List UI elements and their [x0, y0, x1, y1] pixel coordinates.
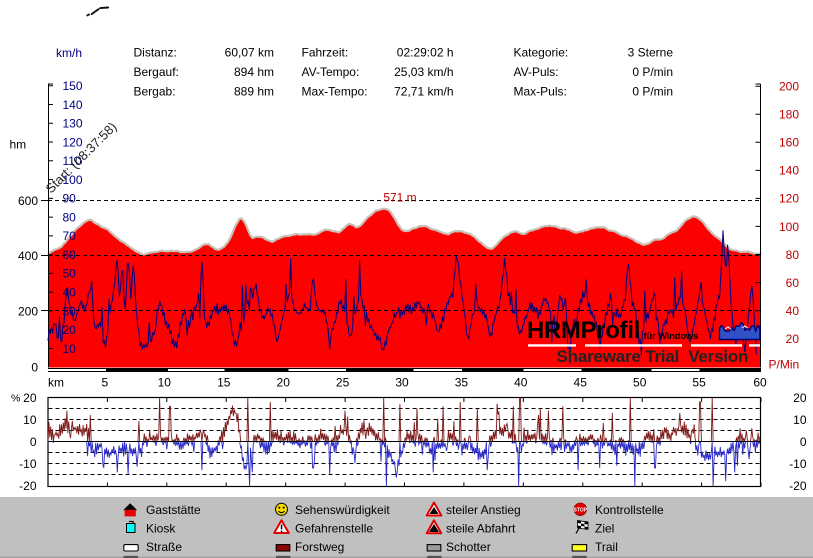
svg-text:50: 50: [633, 376, 647, 390]
svg-text:Kontrollstelle: Kontrollstelle: [595, 503, 664, 517]
svg-text:Max-Tempo:: Max-Tempo:: [302, 85, 368, 99]
svg-text:180: 180: [779, 108, 799, 122]
svg-text:02:29:02 h: 02:29:02 h: [397, 45, 454, 59]
svg-text:AV-Puls:: AV-Puls:: [514, 65, 559, 79]
svg-text:25: 25: [336, 376, 350, 390]
svg-text:AV-Tempo:: AV-Tempo:: [302, 65, 360, 79]
svg-text:600: 600: [18, 194, 38, 208]
svg-text:60: 60: [63, 248, 77, 262]
svg-text:steiler Anstieg: steiler Anstieg: [446, 503, 521, 517]
svg-text:Gaststätte: Gaststätte: [146, 503, 201, 517]
svg-text:120: 120: [63, 135, 83, 149]
svg-text:10: 10: [793, 413, 807, 427]
svg-text:-20: -20: [19, 479, 37, 493]
svg-text:40: 40: [63, 286, 77, 300]
svg-text:45: 45: [574, 376, 588, 390]
svg-text:70: 70: [63, 229, 77, 243]
svg-text:Trail: Trail: [595, 540, 618, 554]
svg-text:Bergab:: Bergab:: [134, 85, 176, 99]
svg-text:90: 90: [63, 192, 77, 206]
svg-text:km/h: km/h: [56, 46, 82, 60]
svg-text:0: 0: [800, 435, 807, 449]
svg-text:20: 20: [277, 376, 291, 390]
svg-text:Kiosk: Kiosk: [146, 521, 176, 535]
svg-text:3 Sterne: 3 Sterne: [628, 45, 674, 59]
svg-text:30: 30: [395, 376, 409, 390]
svg-text:60,07 km: 60,07 km: [225, 45, 274, 59]
svg-text:40: 40: [514, 376, 528, 390]
svg-text:100: 100: [63, 173, 83, 187]
svg-text:10: 10: [158, 376, 172, 390]
svg-text:15: 15: [217, 376, 231, 390]
svg-text:Distanz:: Distanz:: [134, 45, 177, 59]
svg-text:60: 60: [753, 376, 767, 390]
svg-text:571 m: 571 m: [383, 191, 416, 205]
svg-text:100: 100: [779, 220, 799, 234]
svg-text:HRMProfil: HRMProfil: [527, 317, 640, 344]
svg-text:0 P/min: 0 P/min: [632, 65, 673, 79]
svg-text:km: km: [48, 376, 64, 390]
svg-text:0: 0: [31, 360, 38, 374]
svg-text:Gefahrenstelle: Gefahrenstelle: [295, 521, 373, 535]
svg-text:Kategorie:: Kategorie:: [514, 45, 569, 59]
svg-text:Bergauf:: Bergauf:: [134, 65, 179, 79]
svg-text:0: 0: [30, 435, 37, 449]
svg-text:200: 200: [779, 80, 799, 94]
svg-text:140: 140: [63, 98, 83, 112]
svg-text:72,71 km/h: 72,71 km/h: [394, 85, 453, 99]
svg-text:20: 20: [786, 332, 800, 346]
svg-text:25,03 km/h: 25,03 km/h: [394, 65, 453, 79]
svg-text:Sehenswürdigkeit: Sehenswürdigkeit: [295, 503, 390, 517]
svg-text:80: 80: [786, 248, 800, 262]
svg-text:40: 40: [786, 304, 800, 318]
svg-text:Schotter: Schotter: [446, 540, 491, 554]
svg-text:400: 400: [18, 249, 38, 263]
svg-text:Ziel: Ziel: [595, 521, 614, 535]
svg-text:10: 10: [23, 413, 37, 427]
svg-text:894 hm: 894 hm: [234, 65, 274, 79]
svg-text:150: 150: [63, 79, 83, 93]
svg-text:0 P/min: 0 P/min: [632, 85, 673, 99]
svg-text:Max-Puls:: Max-Puls:: [514, 85, 567, 99]
svg-text:für Windows: für Windows: [644, 331, 699, 342]
svg-text:20: 20: [23, 391, 37, 405]
svg-text:60: 60: [786, 276, 800, 290]
svg-text:Straße: Straße: [146, 540, 182, 554]
svg-text:110: 110: [63, 154, 82, 168]
svg-text:hm: hm: [10, 138, 27, 152]
svg-text:160: 160: [779, 136, 799, 150]
svg-text:-10: -10: [789, 457, 807, 471]
svg-text:steile Abfahrt: steile Abfahrt: [446, 521, 516, 535]
svg-text:20: 20: [63, 323, 77, 337]
svg-text:50: 50: [63, 267, 77, 281]
svg-text:80: 80: [63, 210, 77, 224]
svg-text:5: 5: [102, 376, 109, 390]
svg-text:Fahrzeit:: Fahrzeit:: [302, 45, 349, 59]
svg-text:%: %: [11, 392, 20, 404]
svg-text:P/Min: P/Min: [769, 358, 800, 372]
svg-text:120: 120: [779, 192, 799, 206]
svg-text:-10: -10: [19, 457, 37, 471]
svg-text:Shareware Trial Version: Shareware Trial Version: [557, 347, 749, 366]
svg-text:-20: -20: [789, 479, 807, 493]
svg-text:35: 35: [455, 376, 469, 390]
svg-text:20: 20: [793, 391, 807, 405]
svg-text:140: 140: [779, 164, 799, 178]
svg-text:55: 55: [692, 376, 706, 390]
svg-text:Forstweg: Forstweg: [295, 540, 344, 554]
svg-text:10: 10: [63, 342, 77, 356]
svg-text:889 hm: 889 hm: [234, 85, 274, 99]
svg-text:STOP: STOP: [574, 507, 588, 513]
svg-text:130: 130: [63, 117, 83, 131]
svg-text:200: 200: [18, 304, 38, 318]
